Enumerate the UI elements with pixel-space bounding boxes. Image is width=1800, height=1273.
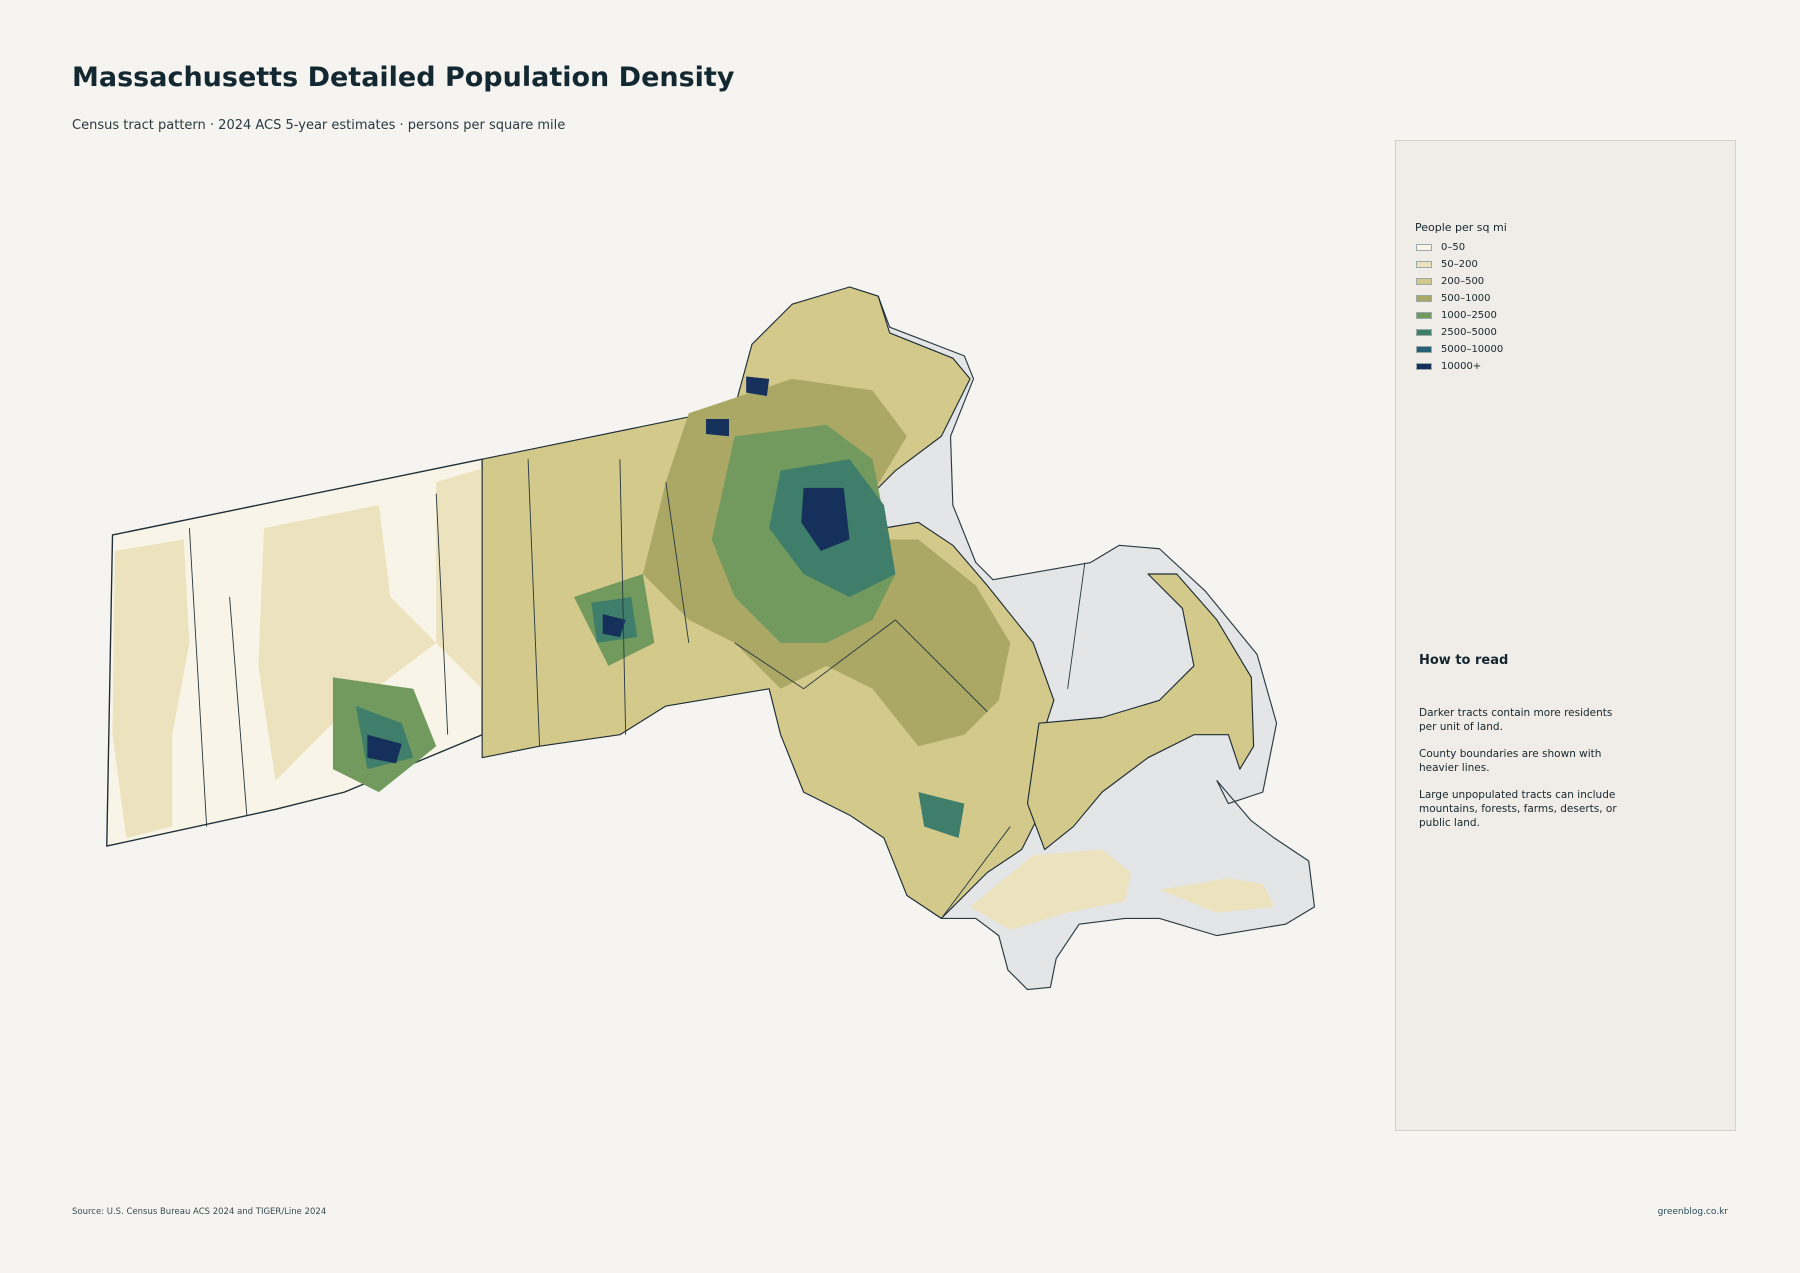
legend-label: 1000–2500 bbox=[1441, 310, 1497, 321]
land-islands bbox=[970, 849, 1275, 930]
legend-label: 500–1000 bbox=[1441, 293, 1491, 304]
source: Source: U.S. Census Bureau ACS 2024 and … bbox=[72, 1207, 327, 1217]
legend-swatch bbox=[1416, 295, 1432, 302]
legend-item: 200–500 bbox=[1416, 273, 1503, 290]
legend-title: People per sq mi bbox=[1415, 221, 1507, 234]
legend-swatch bbox=[1416, 244, 1432, 251]
subtitle: Census tract pattern · 2024 ACS 5-year e… bbox=[72, 118, 566, 133]
legend-swatch bbox=[1416, 363, 1432, 370]
credit: greenblog.co.kr bbox=[1657, 1207, 1728, 1217]
title: Massachusetts Detailed Population Densit… bbox=[72, 62, 735, 93]
legend-item: 0–50 bbox=[1416, 239, 1503, 256]
legend-label: 10000+ bbox=[1441, 361, 1482, 372]
legend-item: 5000–10000 bbox=[1416, 341, 1503, 358]
legend-swatch bbox=[1416, 329, 1432, 336]
legend-label: 200–500 bbox=[1441, 276, 1485, 287]
legend: 0–50 50–200 200–500 500–1000 1000–2500 2500–5… bbox=[1416, 239, 1503, 375]
legend-swatch bbox=[1416, 278, 1432, 285]
legend-label: 2500–5000 bbox=[1441, 327, 1497, 338]
how-to-read: Darker tracts contain more residents per… bbox=[1419, 706, 1624, 843]
legend-item: 500–1000 bbox=[1416, 290, 1503, 307]
legend-swatch bbox=[1416, 346, 1432, 353]
legend-label: 5000–10000 bbox=[1441, 344, 1504, 355]
legend-item: 50–200 bbox=[1416, 256, 1503, 273]
land-west-tan bbox=[112, 447, 552, 839]
legend-item: 2500–5000 bbox=[1416, 324, 1503, 341]
legend-swatch bbox=[1416, 261, 1432, 268]
how-to-read-paragraph: County boundaries are shown with heavier… bbox=[1419, 748, 1602, 774]
how-to-read-title: How to read bbox=[1419, 653, 1509, 668]
legend-item: 1000–2500 bbox=[1416, 307, 1503, 324]
land-cape bbox=[1026, 573, 1255, 851]
how-to-read-paragraph: Darker tracts contain more residents per… bbox=[1419, 707, 1613, 733]
legend-label: 50–200 bbox=[1441, 259, 1478, 270]
legend-swatch bbox=[1416, 312, 1432, 319]
how-to-read-paragraph: Large unpopulated tracts can include mou… bbox=[1419, 789, 1617, 829]
side-panel bbox=[1395, 140, 1736, 1131]
county-lines bbox=[188, 459, 1086, 919]
land-urban bbox=[355, 459, 965, 839]
legend-item: 10000+ bbox=[1416, 358, 1503, 375]
legend-label: 0–50 bbox=[1441, 242, 1466, 253]
